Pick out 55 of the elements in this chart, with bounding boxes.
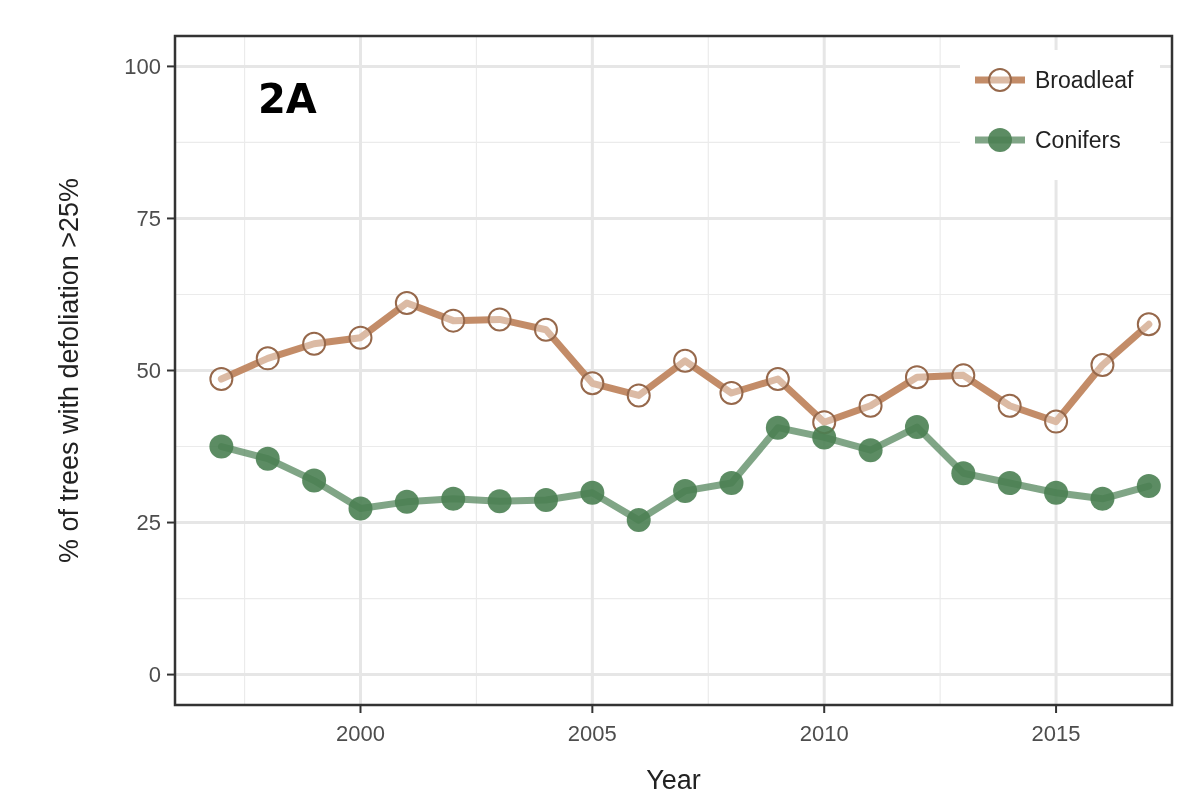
point <box>394 290 419 315</box>
point <box>1090 486 1115 511</box>
point <box>487 489 512 514</box>
y-tick-label: 75 <box>136 206 161 232</box>
point <box>951 461 976 486</box>
point <box>719 471 744 496</box>
x-tick-label: 2000 <box>336 721 385 746</box>
point <box>904 415 929 440</box>
point <box>997 393 1022 418</box>
point <box>533 488 558 513</box>
point <box>209 367 234 392</box>
point <box>673 478 698 503</box>
point <box>441 308 466 333</box>
point <box>394 489 419 514</box>
point <box>580 371 605 396</box>
point <box>1044 409 1069 434</box>
point <box>348 325 373 350</box>
y-tick-label: 100 <box>124 54 161 80</box>
point <box>673 348 698 373</box>
point <box>812 425 837 450</box>
point <box>487 307 512 332</box>
point <box>533 317 558 342</box>
point <box>255 446 280 471</box>
x-axis-title: Year <box>646 765 701 795</box>
point <box>580 480 605 505</box>
point <box>1044 480 1069 505</box>
point <box>302 331 327 356</box>
point <box>1090 353 1115 378</box>
x-tick-label: 2005 <box>567 721 617 746</box>
point <box>904 365 929 390</box>
point <box>765 415 790 440</box>
point <box>302 468 327 493</box>
legend-label: Broadleaf <box>1035 67 1135 94</box>
y-tick-label: 25 <box>136 510 161 536</box>
point <box>441 486 466 511</box>
point <box>255 346 280 371</box>
point <box>858 393 883 418</box>
point <box>209 434 234 459</box>
x-tick-label: 2015 <box>1031 721 1081 746</box>
point <box>997 471 1022 496</box>
point <box>765 367 790 392</box>
point <box>1136 312 1161 337</box>
text: 2A <box>258 76 317 122</box>
legend-label: Conifers <box>1035 127 1121 154</box>
point <box>626 508 651 533</box>
point <box>719 381 744 405</box>
point <box>1136 474 1161 499</box>
point <box>348 496 373 521</box>
point <box>951 363 976 388</box>
point <box>626 383 651 408</box>
x-tick-label: 2010 <box>799 721 849 746</box>
y-tick-label: 50 <box>136 358 161 384</box>
y-axis-title: % of trees with defoliation >25% <box>54 178 84 563</box>
point <box>858 438 883 463</box>
y-tick-label: 0 <box>148 662 161 688</box>
